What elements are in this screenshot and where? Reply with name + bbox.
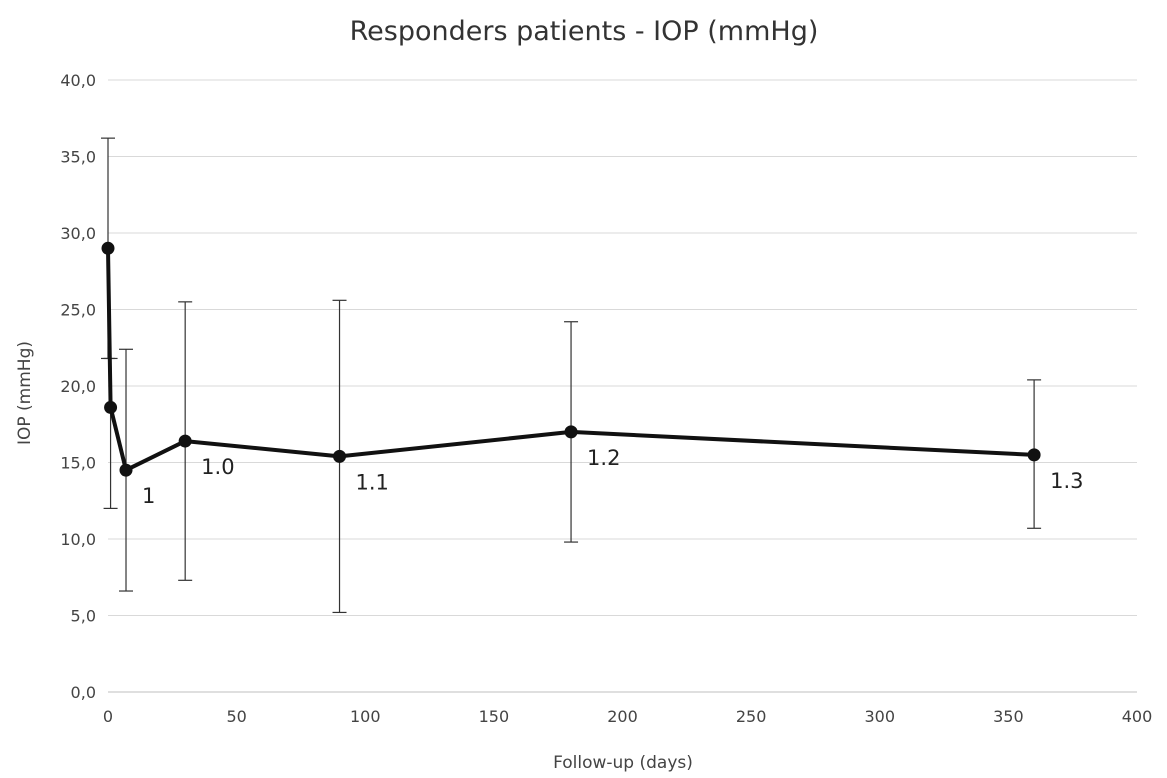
y-tick-label: 15,0 [60, 454, 96, 473]
data-label: 1 [142, 484, 155, 508]
error-bars [101, 137, 1042, 614]
y-tick-label: 5,0 [71, 607, 96, 626]
data-label: 1.3 [1050, 469, 1083, 493]
x-tick-label: 0 [103, 707, 113, 726]
x-tick-label: 150 [479, 707, 510, 726]
data-point [564, 425, 578, 439]
data-point [101, 241, 115, 255]
y-tick-label: 35,0 [60, 148, 96, 167]
tick-labels: 0,0 5,0 10,0 15,0 20,0 25,0 30,0 35,0 40,0 0 50 100… [60, 71, 1152, 726]
series-line [101, 241, 1041, 477]
data-label: 1.2 [587, 446, 620, 470]
x-tick-label: 50 [226, 707, 246, 726]
grid-lines [108, 79, 1137, 693]
chart-title: Responders patients - IOP (mmHg) [350, 16, 819, 47]
point-labels: 1 1.0 1.1 1.2 1.3 [142, 446, 1083, 508]
y-tick-label: 40,0 [60, 71, 96, 90]
y-tick-label: 0,0 [71, 683, 96, 702]
data-label: 1.1 [356, 470, 389, 494]
x-tick-label: 250 [736, 707, 767, 726]
x-tick-label: 350 [993, 707, 1024, 726]
y-tick-label: 10,0 [60, 530, 96, 549]
y-tick-label: 20,0 [60, 377, 96, 396]
x-tick-label: 400 [1122, 707, 1153, 726]
data-point [178, 434, 192, 448]
x-tick-label: 300 [864, 707, 895, 726]
x-tick-label: 100 [350, 707, 381, 726]
x-tick-label: 200 [607, 707, 638, 726]
y-tick-label: 30,0 [60, 224, 96, 243]
x-axis-title: Follow-up (days) [553, 753, 693, 773]
y-tick-label: 25,0 [60, 301, 96, 320]
data-point [104, 400, 118, 414]
data-point [1027, 448, 1041, 462]
data-point [333, 449, 347, 463]
y-axis-title: IOP (mmHg) [15, 341, 35, 445]
data-label: 1.0 [201, 455, 234, 479]
data-point [119, 463, 133, 477]
